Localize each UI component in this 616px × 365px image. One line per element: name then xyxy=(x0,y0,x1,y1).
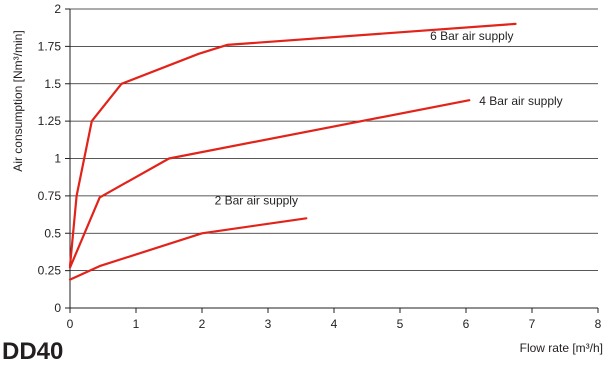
y-tick-label-2: 2 xyxy=(54,2,61,16)
y-axis-title: Air consumption [Nm³/min] xyxy=(11,30,25,171)
x-tick-label-2: 2 xyxy=(199,317,206,331)
x-tick-label-0: 0 xyxy=(67,317,74,331)
x-axis-title: Flow rate [m³/h] xyxy=(520,341,603,355)
y-tick-label-1.75: 1.75 xyxy=(38,39,62,53)
axes xyxy=(65,8,599,313)
y-tick-label-1: 1 xyxy=(54,152,61,166)
x-tick-label-3: 3 xyxy=(265,317,272,331)
y-tick-label-1.5: 1.5 xyxy=(44,77,61,91)
y-tick-label-1.25: 1.25 xyxy=(38,114,62,128)
series-line-2-bar xyxy=(68,217,308,281)
x-tick-label-7: 7 xyxy=(529,317,536,331)
series-line-6-bar xyxy=(68,22,517,268)
tick-labels: 0 0.25 0.5 0.75 1 1.25 1.5 1.75 2 0 1 2 3 4 5 6 7 8 6 Bar … xyxy=(38,2,602,331)
page-heading: DD40 xyxy=(2,338,64,365)
y-tick-label-0.75: 0.75 xyxy=(38,189,62,203)
series-label-6-bar: 6 Bar air supply xyxy=(430,29,513,43)
series-lines xyxy=(68,22,517,281)
x-tick-label-6: 6 xyxy=(463,317,470,331)
y-tick-label-0.25: 0.25 xyxy=(38,264,62,278)
x-tick-label-8: 8 xyxy=(595,317,602,331)
series-line-4-bar xyxy=(68,99,471,269)
y-tick-label-0.5: 0.5 xyxy=(44,226,61,240)
series-label-2-bar: 2 Bar air supply xyxy=(215,193,298,207)
x-tick-label-4: 4 xyxy=(331,317,338,331)
series-label-4-bar: 4 Bar air supply xyxy=(479,94,562,108)
x-tick-label-1: 1 xyxy=(133,317,140,331)
y-tick-label-0: 0 xyxy=(54,301,61,315)
gridlines xyxy=(70,8,598,272)
x-tick-label-5: 5 xyxy=(397,317,404,331)
